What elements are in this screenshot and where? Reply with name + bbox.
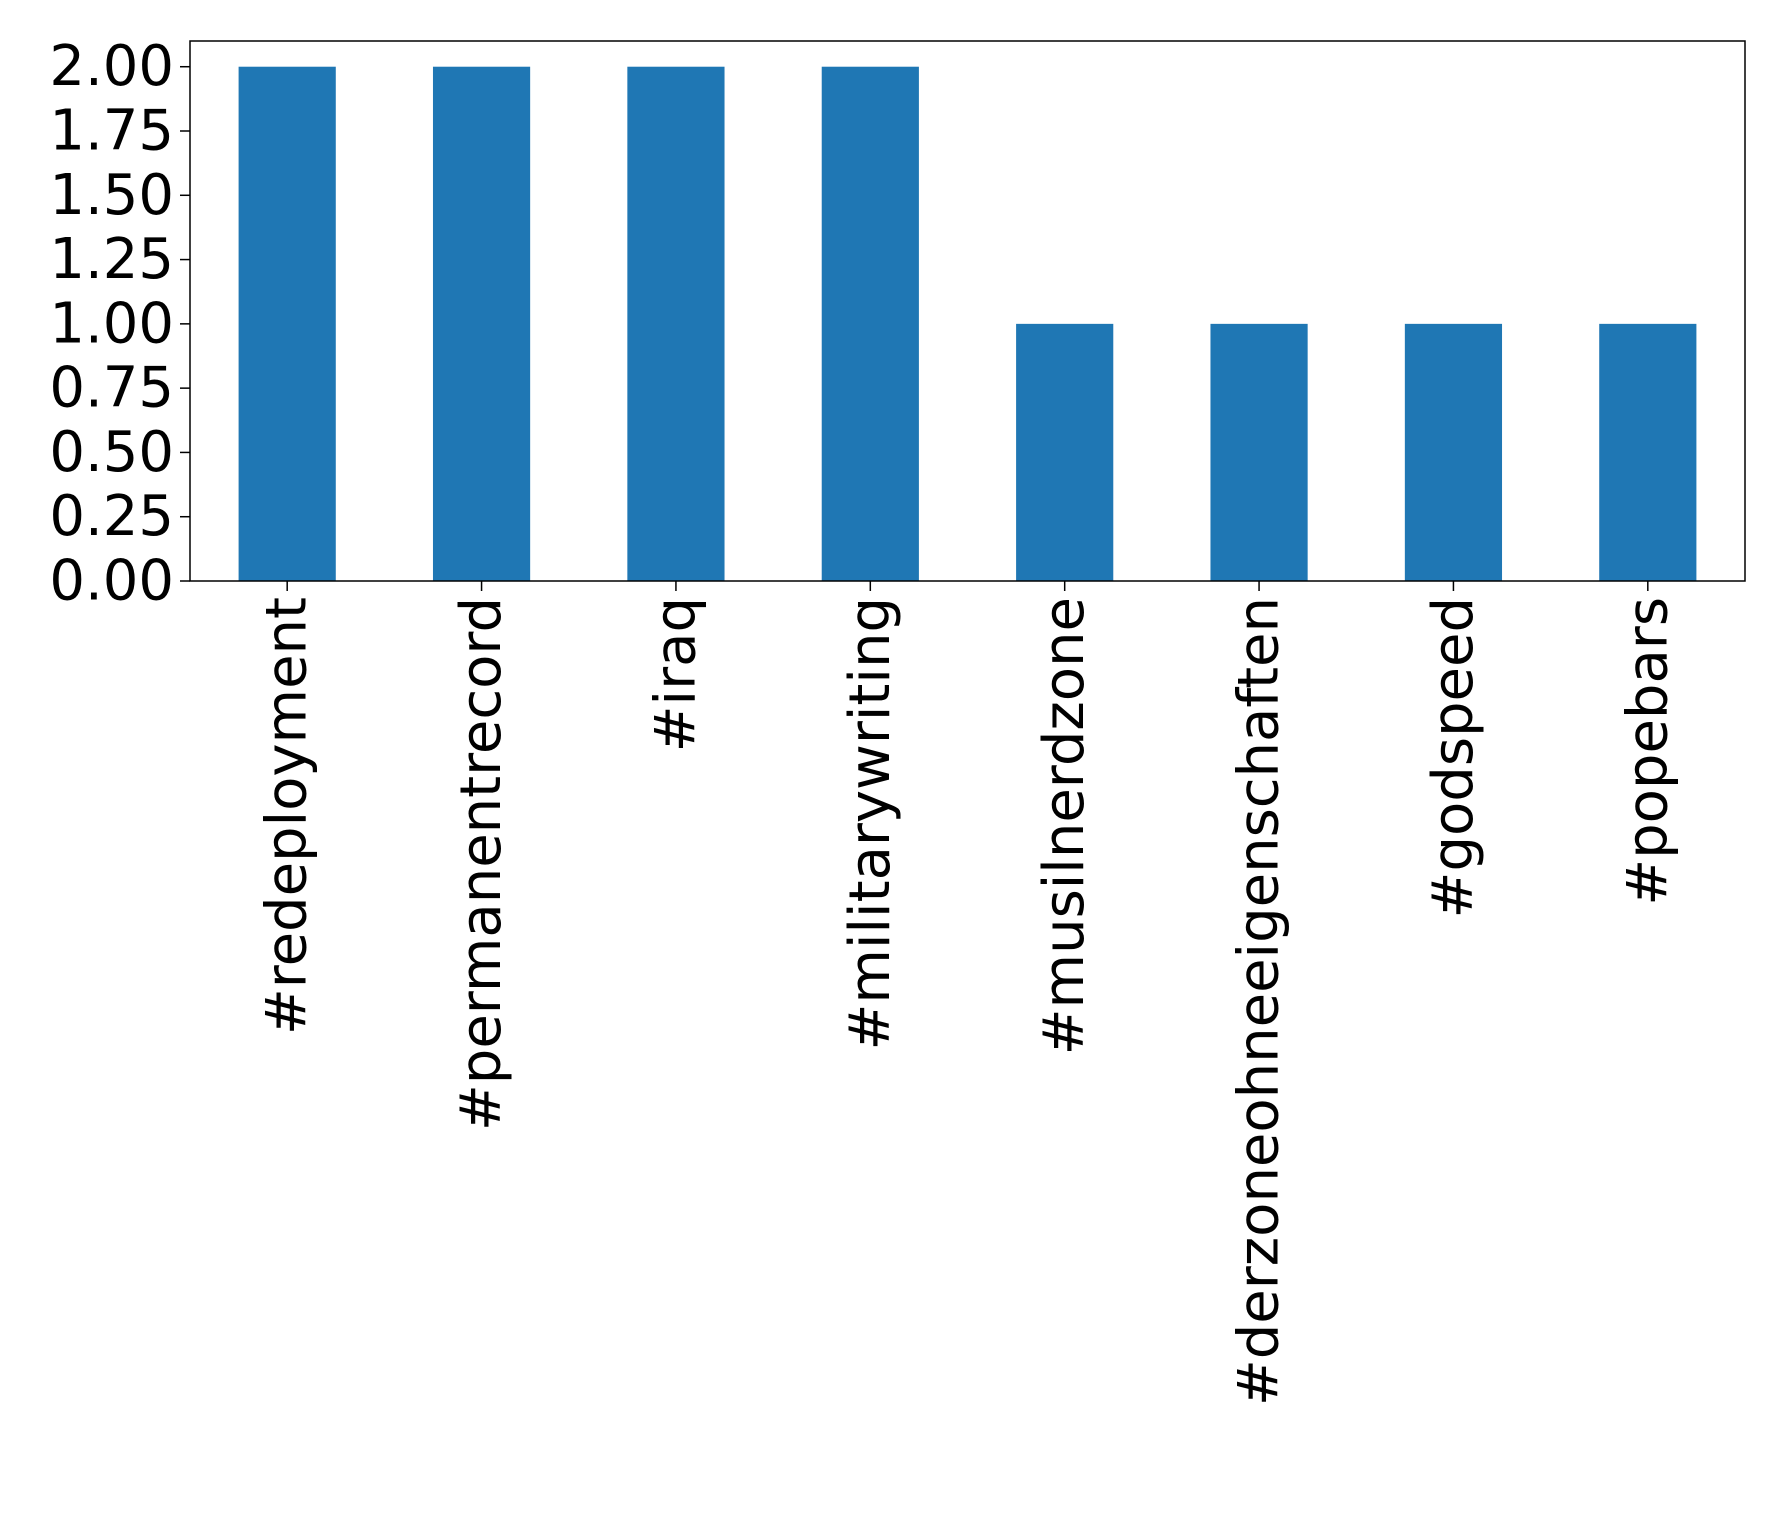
bar xyxy=(627,66,725,581)
x-tick-label: #militarywriting xyxy=(838,597,903,1051)
y-tick-label: 0.25 xyxy=(49,484,174,549)
bar xyxy=(821,66,919,581)
bar xyxy=(1016,323,1114,581)
bars-group xyxy=(238,66,1697,581)
x-tick-label: #permanentrecord xyxy=(449,597,514,1131)
bar xyxy=(1404,323,1503,581)
x-tick-label: #redeployment xyxy=(255,597,320,1035)
y-tick-label: 0.00 xyxy=(49,549,174,614)
bar xyxy=(238,66,336,581)
bar xyxy=(432,66,531,581)
x-tick-label: #godspeed xyxy=(1421,597,1486,918)
x-tick-label: #iraq xyxy=(643,597,708,752)
y-tick-label: 1.50 xyxy=(49,163,174,228)
y-tick-label: 1.75 xyxy=(49,99,174,164)
y-tick-label: 2.00 xyxy=(49,34,174,99)
x-tick-label: #derzoneohneeigenschaften xyxy=(1227,597,1292,1406)
x-tick-label: #musilnerdzone xyxy=(1032,597,1097,1055)
plot-frame xyxy=(189,40,1746,582)
y-tick-label: 1.00 xyxy=(49,291,174,356)
bar xyxy=(1599,323,1697,581)
bar xyxy=(1210,323,1308,581)
y-axis: 0.000.250.500.751.001.251.501.752.00 xyxy=(49,34,190,614)
y-tick-label: 0.50 xyxy=(49,420,174,485)
x-axis: #redeployment #permanentrecord #iraq #milit… xyxy=(255,581,1680,1406)
x-tick-label: #popebars xyxy=(1615,597,1680,906)
y-tick-label: 1.25 xyxy=(49,227,174,292)
y-tick-label: 0.75 xyxy=(49,356,174,421)
